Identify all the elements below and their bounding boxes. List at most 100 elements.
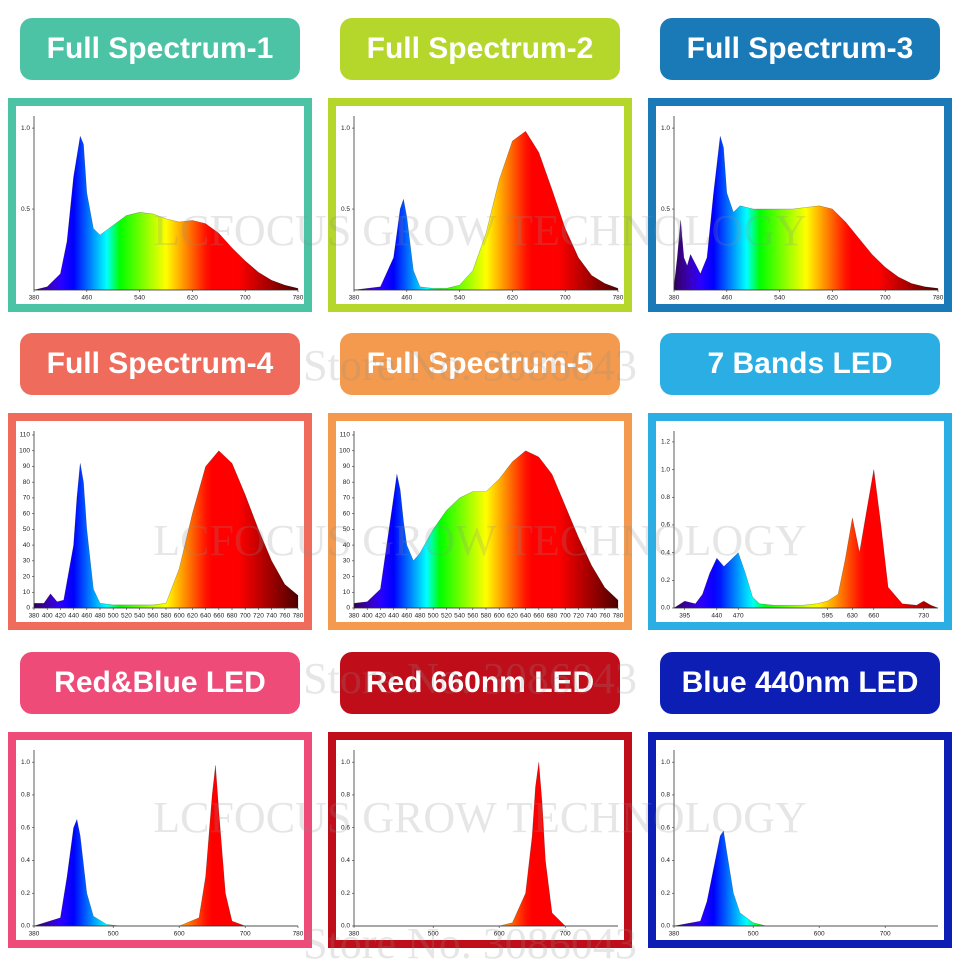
- x-tick-label: 700: [560, 295, 571, 302]
- panel-title: Full Spectrum-3: [687, 32, 914, 65]
- y-tick-label: 110: [340, 432, 351, 439]
- y-tick-label: 0.6: [21, 824, 30, 831]
- x-tick-label: 600: [814, 931, 825, 938]
- x-tick-label: 700: [880, 931, 891, 938]
- x-tick-label: 580: [481, 613, 492, 620]
- x-tick-label: 740: [266, 613, 277, 620]
- x-tick-label: 380: [349, 613, 360, 620]
- y-tick-label: 0.2: [341, 890, 350, 897]
- y-tick-label: 1.0: [661, 125, 670, 132]
- x-tick-label: 580: [161, 613, 172, 620]
- x-tick-label: 480: [95, 613, 106, 620]
- x-tick-label: 720: [253, 613, 264, 620]
- y-tick-label: 0.4: [661, 549, 670, 556]
- x-tick-label: 470: [733, 613, 744, 620]
- x-tick-label: 640: [200, 613, 211, 620]
- x-tick-label: 640: [520, 613, 531, 620]
- y-tick-label: 50: [23, 526, 31, 533]
- x-tick-label: 395: [679, 613, 690, 620]
- y-tick-label: 0.8: [341, 792, 350, 799]
- panel-title: Red 660nm LED: [366, 666, 594, 699]
- title-pill: [340, 333, 620, 395]
- y-tick-label: 60: [343, 510, 351, 517]
- x-tick-label: 600: [494, 931, 505, 938]
- spectrum-area: [673, 136, 939, 291]
- y-tick-label: 30: [23, 558, 31, 565]
- watermark: LCFOCUS GROW TECHNOLOGY: [153, 206, 807, 255]
- panel-frame: [648, 732, 952, 948]
- x-tick-label: 380: [349, 295, 360, 302]
- x-tick-label: 540: [774, 295, 785, 302]
- x-tick-label: 600: [174, 613, 185, 620]
- x-tick-label: 400: [42, 613, 53, 620]
- y-tick-label: 0.8: [661, 494, 670, 501]
- x-tick-label: 780: [933, 295, 944, 302]
- panel-title: Full Spectrum-4: [47, 347, 274, 380]
- x-tick-label: 700: [880, 295, 891, 302]
- y-tick-label: 70: [343, 495, 351, 502]
- x-tick-label: 380: [669, 295, 680, 302]
- y-tick-label: 1.0: [21, 125, 30, 132]
- x-tick-label: 620: [187, 295, 198, 302]
- x-tick-label: 480: [415, 613, 426, 620]
- x-tick-label: 700: [560, 931, 571, 938]
- y-tick-label: 1.0: [661, 466, 670, 473]
- y-tick-label: 100: [19, 447, 30, 454]
- y-tick-label: 0.4: [661, 857, 670, 864]
- x-tick-label: 630: [847, 613, 858, 620]
- y-tick-label: 70: [23, 495, 31, 502]
- y-tick-label: 0.5: [341, 206, 350, 213]
- y-tick-label: 0.6: [661, 824, 670, 831]
- x-tick-label: 780: [293, 295, 304, 302]
- x-tick-label: 660: [213, 613, 224, 620]
- y-tick-label: 0.5: [661, 206, 670, 213]
- x-tick-label: 700: [240, 613, 251, 620]
- title-pill: [660, 333, 940, 395]
- x-tick-label: 780: [613, 295, 624, 302]
- x-tick-label: 500: [748, 931, 759, 938]
- x-tick-label: 760: [599, 613, 610, 620]
- x-tick-label: 680: [547, 613, 558, 620]
- y-tick-label: 0: [346, 605, 350, 612]
- watermark: Store No. 3086043: [303, 919, 637, 960]
- y-tick-label: 0.8: [21, 792, 30, 799]
- x-tick-label: 700: [240, 931, 251, 938]
- y-tick-label: 0.5: [21, 206, 30, 213]
- panel-title: Full Spectrum-2: [367, 32, 594, 65]
- panel-title: Full Spectrum-5: [367, 347, 594, 380]
- watermark: LCFOCUS GROW TECHNOLOGY: [153, 516, 807, 565]
- title-pill: [20, 333, 300, 395]
- y-tick-label: 1.0: [21, 759, 30, 766]
- y-tick-label: 20: [23, 573, 31, 580]
- x-tick-label: 500: [108, 613, 119, 620]
- y-tick-label: 1.2: [661, 439, 670, 446]
- y-tick-label: 0: [26, 605, 30, 612]
- x-tick-label: 595: [822, 613, 833, 620]
- y-tick-label: 1.0: [341, 125, 350, 132]
- x-tick-label: 380: [349, 931, 360, 938]
- y-tick-label: 30: [343, 558, 351, 565]
- x-tick-label: 440: [711, 613, 722, 620]
- watermark: LCFOCUS GROW TECHNOLOGY: [153, 793, 807, 842]
- y-tick-label: 0.6: [341, 824, 350, 831]
- y-tick-label: 20: [343, 573, 351, 580]
- y-tick-label: 0.0: [341, 923, 350, 930]
- title-pill: [340, 652, 620, 714]
- y-tick-label: 1.0: [341, 759, 350, 766]
- x-tick-label: 520: [441, 613, 452, 620]
- spectrum-area: [673, 469, 939, 609]
- x-tick-label: 500: [108, 931, 119, 938]
- x-tick-label: 400: [362, 613, 373, 620]
- title-pill: [340, 18, 620, 80]
- spectrum-area: [353, 450, 619, 609]
- x-tick-label: 460: [81, 295, 92, 302]
- x-tick-label: 660: [533, 613, 544, 620]
- x-tick-label: 500: [428, 931, 439, 938]
- y-tick-label: 0.2: [661, 890, 670, 897]
- x-tick-label: 700: [240, 295, 251, 302]
- y-tick-label: 40: [23, 542, 31, 549]
- panel-frame: [8, 732, 312, 948]
- x-tick-label: 720: [573, 613, 584, 620]
